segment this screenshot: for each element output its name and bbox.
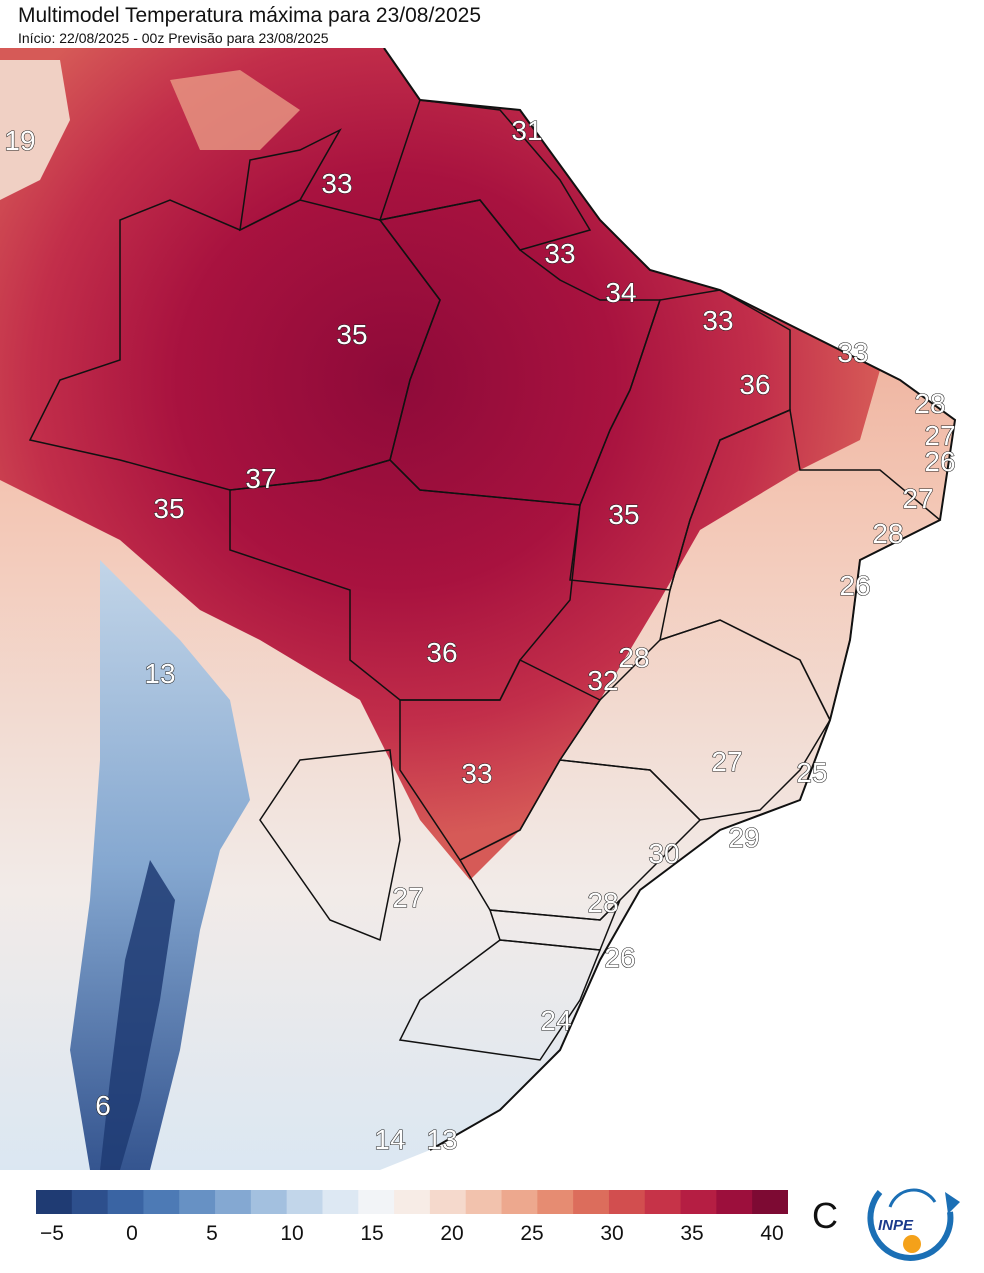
- state-borders: [28, 99, 942, 1061]
- temperature-label: 28: [914, 388, 945, 419]
- colorbar-tick-label: −5: [40, 1222, 64, 1245]
- temperature-label: 13: [144, 658, 175, 689]
- temperature-label: 31: [511, 115, 542, 146]
- colorbar-segment: [179, 1190, 216, 1214]
- logo-text: INPE: [878, 1217, 914, 1234]
- temperature-label: 27: [924, 420, 955, 451]
- colorbar-tick-label: 0: [126, 1222, 138, 1245]
- colorbar-tick-label: 25: [520, 1222, 544, 1245]
- andes-cold: [70, 560, 250, 1170]
- colorbar-segment: [36, 1190, 73, 1214]
- pale-patch-north: [170, 70, 300, 150]
- colorbar-segment: [143, 1190, 180, 1214]
- colorbar-segment: [322, 1190, 359, 1214]
- inpe-logo-icon: INPE: [867, 1188, 960, 1261]
- temperature-label: 27: [392, 882, 423, 913]
- temperature-label: 13: [426, 1124, 457, 1155]
- colorbar-tick-label: 30: [600, 1222, 624, 1245]
- temperature-label: 26: [839, 570, 870, 601]
- colorbar-segment: [608, 1190, 646, 1214]
- temperature-label: 33: [837, 337, 868, 368]
- colorbar-segment: [716, 1190, 753, 1214]
- colorbar-tick-label: 10: [280, 1222, 304, 1245]
- colorbar-tick-label: 40: [760, 1222, 784, 1245]
- temperature-label: 27: [711, 746, 742, 777]
- temperature-label: 28: [872, 518, 903, 549]
- temperature-label: 33: [702, 305, 733, 336]
- colorbar-segment: [286, 1190, 323, 1214]
- colorbar-segment: [71, 1190, 109, 1214]
- temperature-label: 30: [648, 838, 679, 869]
- temperature-label: 32: [587, 665, 618, 696]
- temperature-label: 33: [544, 238, 575, 269]
- colorbar-segment: [752, 1190, 788, 1214]
- temperature-label: 37: [245, 463, 276, 494]
- temperature-label: 33: [461, 758, 492, 789]
- temperature-label: 36: [426, 637, 457, 668]
- temperature-label: 35: [608, 499, 639, 530]
- colorbar-segment: [465, 1190, 503, 1214]
- colorbar-tick-label: 15: [360, 1222, 384, 1245]
- colorbar-tick-label: 5: [206, 1222, 218, 1245]
- colorbar-segment: [107, 1190, 144, 1214]
- colorbar-segment: [429, 1190, 467, 1214]
- andes-core: [100, 860, 175, 1170]
- temperature-label: 6: [95, 1090, 111, 1121]
- temperature-label: 25: [796, 757, 827, 788]
- colorbar-segment: [215, 1190, 252, 1214]
- temperature-label: 35: [153, 493, 184, 524]
- temperature-label: 14: [374, 1124, 405, 1155]
- temperature-label: 24: [540, 1005, 571, 1036]
- temperature-label: 19: [4, 125, 35, 156]
- temperature-label: 28: [618, 642, 649, 673]
- temperature-label: 33: [321, 168, 352, 199]
- colorbar-tick-label: 20: [440, 1222, 464, 1245]
- colorbar-tick-label: 35: [680, 1222, 704, 1245]
- temperature-label: 26: [604, 942, 635, 973]
- colorbar-segment: [644, 1190, 682, 1214]
- colorbar-segment: [537, 1190, 574, 1214]
- temperature-label: 34: [605, 277, 636, 308]
- colorbar-segment: [680, 1190, 717, 1214]
- coastline: [383, 48, 957, 1151]
- temperature-label: 27: [902, 483, 933, 514]
- colorbar-unit: C: [812, 1195, 838, 1236]
- colorbar-segment: [394, 1190, 431, 1214]
- page-subtitle: Início: 22/08/2025 - 00z Previsão para 2…: [18, 30, 329, 46]
- temperature-label: 36: [739, 369, 770, 400]
- temperature-label: 29: [728, 822, 759, 853]
- colorbar: [36, 1190, 788, 1214]
- colorbar-segment: [573, 1190, 610, 1214]
- temperature-label: 35: [336, 319, 367, 350]
- colorbar-segment: [358, 1190, 395, 1214]
- colorbar-segment: [501, 1190, 538, 1214]
- colorbar-segment: [250, 1190, 288, 1214]
- northwest-pale: [0, 60, 70, 200]
- page-title: Multimodel Temperatura máxima para 23/08…: [18, 4, 482, 27]
- temperature-label: 26: [924, 446, 955, 477]
- temperature-label: 28: [587, 887, 618, 918]
- hot-region: [0, 48, 880, 880]
